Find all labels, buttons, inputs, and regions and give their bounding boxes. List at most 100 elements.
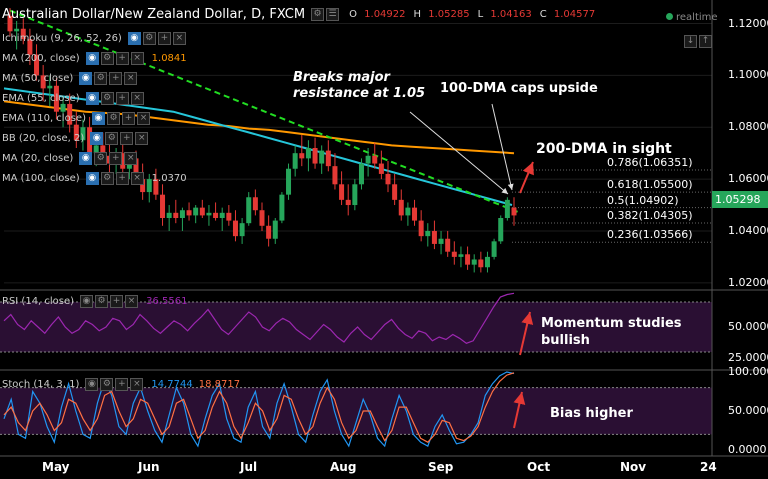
close-icon[interactable]: × <box>125 295 139 308</box>
settings-icon[interactable]: ⚙ <box>95 295 109 308</box>
y-tick-label: 1.12000 <box>728 16 768 30</box>
indicator-label: EMA (55, close) <box>2 92 80 104</box>
candle-body <box>53 85 59 112</box>
settings-icon[interactable]: ⚙ <box>142 31 156 45</box>
add-icon[interactable]: + <box>121 111 135 125</box>
close-icon[interactable]: × <box>130 91 144 105</box>
symbol-title[interactable]: Australian Dollar/New Zealand Dollar, D,… <box>2 6 306 22</box>
eye-icon[interactable]: ◉ <box>85 51 99 65</box>
stoch-k-line <box>3 371 515 448</box>
add-icon[interactable]: + <box>115 51 129 65</box>
add-icon[interactable]: + <box>157 31 171 45</box>
arrow-breaks <box>409 111 509 195</box>
arrow-down-icon[interactable]: ↓ <box>684 35 697 48</box>
y-tick-label: 1.08000 <box>728 120 768 134</box>
eye-icon[interactable]: ◉ <box>79 71 93 85</box>
indicator-label: EMA (110, close) <box>2 112 86 124</box>
eye-icon[interactable]: ◉ <box>90 131 104 145</box>
candle-body <box>332 166 338 185</box>
ohlc-key: C <box>539 8 547 20</box>
candle-body <box>146 179 152 193</box>
candle-body <box>498 218 504 242</box>
candle-body <box>385 173 391 185</box>
candle-body <box>299 153 305 159</box>
add-icon[interactable]: + <box>109 71 123 85</box>
candle-body <box>345 199 351 206</box>
candle-body <box>34 54 40 76</box>
last-price-badge: 1.05298 <box>712 191 768 208</box>
stoch-d-line <box>3 372 515 443</box>
add-icon[interactable]: + <box>115 378 129 391</box>
indicator-row[interactable]: MA (100, close) ◉ ⚙ + × 1.0370 <box>2 170 187 186</box>
x-tick-label: Aug <box>330 460 357 474</box>
add-icon[interactable]: + <box>115 171 129 185</box>
candle-body <box>319 150 325 164</box>
eye-icon[interactable]: ◉ <box>85 171 99 185</box>
arrow-momentum <box>519 311 534 356</box>
rsi-label: RSI (14, close) <box>2 296 75 307</box>
settings-icon[interactable]: ⚙ <box>100 171 114 185</box>
settings-icon[interactable]: ⚙ <box>106 111 120 125</box>
menu-icon[interactable]: ☰ <box>326 7 340 21</box>
x-tick-label: Jul <box>240 460 258 474</box>
annotation-breaks-line1: Breaks major <box>293 70 390 85</box>
close-icon[interactable]: × <box>130 51 144 65</box>
candle-body <box>40 75 46 89</box>
collapse-icon[interactable]: ↑ <box>699 35 712 48</box>
close-icon[interactable]: × <box>130 171 144 185</box>
indicator-row[interactable]: BB (20, close, 2) ◉ ⚙ + × <box>2 130 150 146</box>
eye-icon[interactable]: ◉ <box>127 31 141 45</box>
close-icon[interactable]: × <box>172 31 186 45</box>
candle-body <box>186 210 192 216</box>
close-icon[interactable]: × <box>136 111 150 125</box>
indicator-label: MA (100, close) <box>2 172 80 184</box>
indicator-row[interactable]: EMA (55, close) ◉ ⚙ + × <box>2 90 146 106</box>
indicator-label: MA (200, close) <box>2 52 80 64</box>
eye-icon[interactable]: ◉ <box>85 91 99 105</box>
candle-body <box>504 199 510 218</box>
annotation-caps: 100-DMA caps upside <box>440 81 598 96</box>
annotation-breaks-line2: resistance at 1.05 <box>293 86 426 101</box>
settings-icon[interactable]: ⚙ <box>94 151 108 165</box>
close-icon[interactable]: × <box>124 151 138 165</box>
add-icon[interactable]: + <box>109 151 123 165</box>
candle-body <box>140 179 146 193</box>
candle-body <box>239 223 245 237</box>
add-icon[interactable]: + <box>120 131 134 145</box>
ohlc-key: L <box>477 8 484 20</box>
eye-icon[interactable]: ◉ <box>79 151 93 165</box>
stoch-label: Stoch (14, 3, 1) <box>2 379 80 390</box>
stoch-d-value: 18.8717 <box>198 379 241 390</box>
close-icon[interactable]: × <box>124 71 138 85</box>
add-icon[interactable]: + <box>115 91 129 105</box>
indicator-row[interactable]: MA (200, close) ◉ ⚙ + × 1.0841 <box>2 50 187 66</box>
settings-icon[interactable]: ⚙ <box>100 91 114 105</box>
indicator-row[interactable]: MA (20, close) ◉ ⚙ + × <box>2 150 139 166</box>
close-icon[interactable]: × <box>135 131 149 145</box>
x-tick-label: Nov <box>620 460 647 474</box>
indicator-label: BB (20, close, 2) <box>2 132 85 144</box>
arrow-200dma <box>519 161 534 194</box>
eye-icon[interactable]: ◉ <box>85 378 99 391</box>
settings-icon[interactable]: ⚙ <box>105 131 119 145</box>
close-icon[interactable]: × <box>130 378 144 391</box>
eye-icon[interactable]: ◉ <box>80 295 94 308</box>
candle-body <box>206 212 212 216</box>
settings-icon[interactable]: ⚙ <box>100 378 114 391</box>
indicator-row[interactable]: Ichimoku (9, 26, 52, 26) ◉ ⚙ + × <box>2 30 188 46</box>
indicator-row[interactable]: MA (50, close) ◉ ⚙ + × <box>2 70 139 86</box>
ohlc-value: 1.05285 <box>428 8 470 20</box>
settings-icon[interactable]: ⚙ <box>100 51 114 65</box>
indicator-row[interactable]: EMA (110, close) ◉ ⚙ + × <box>2 110 152 126</box>
settings-icon[interactable]: ⚙ <box>94 71 108 85</box>
add-icon[interactable]: + <box>110 295 124 308</box>
candle-body <box>325 150 331 167</box>
annotation-200dma: 200-DMA in sight <box>536 141 672 157</box>
settings-icon[interactable]: ⚙ <box>311 7 325 21</box>
annotation-momentum-line1: Momentum studies <box>541 316 682 331</box>
candle-body <box>365 155 371 164</box>
eye-icon[interactable]: ◉ <box>91 111 105 125</box>
candle-body <box>339 184 345 200</box>
